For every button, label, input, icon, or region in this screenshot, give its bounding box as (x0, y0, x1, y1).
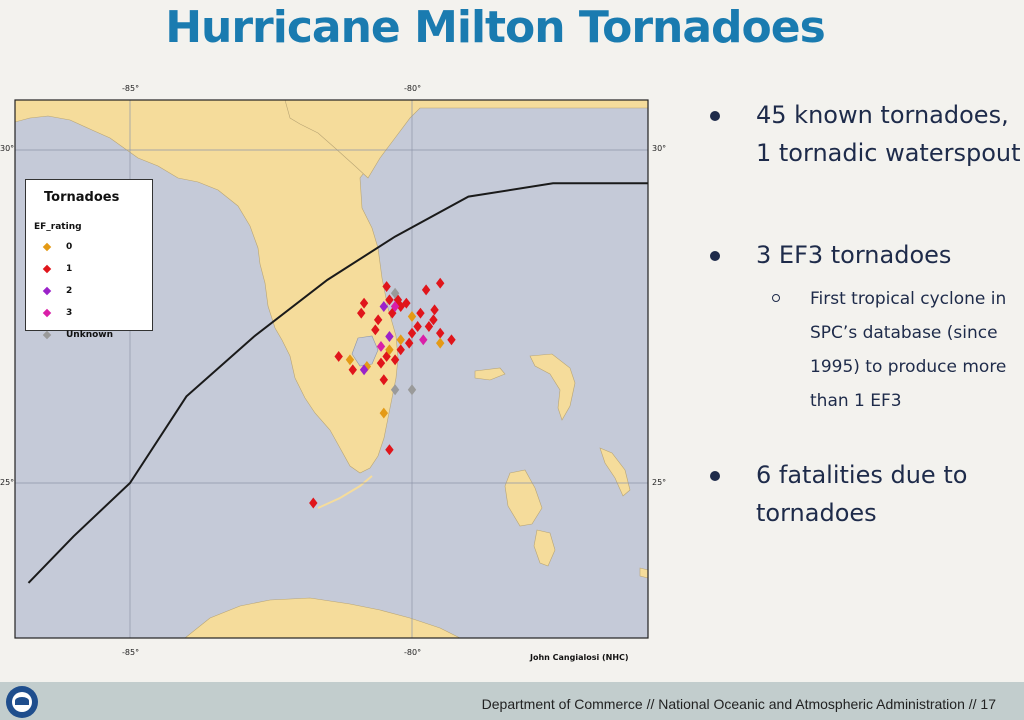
bullet-dot-icon (710, 111, 720, 121)
lon-tick-label: -80° (404, 84, 422, 93)
tornado-marker (334, 351, 343, 362)
tornado-marker (390, 384, 400, 396)
sub-bullet-ring-icon (772, 294, 780, 302)
bahamas-island (474, 367, 506, 381)
diamond-icon (42, 308, 52, 318)
map-frame (14, 99, 649, 639)
legend-title: Tornadoes (44, 190, 120, 205)
tornado-marker (376, 341, 386, 352)
slide-footer: Department of Commerce // National Ocean… (0, 682, 1024, 720)
tornado-marker (436, 277, 445, 289)
diamond-icon (42, 264, 52, 274)
bahamas-island (533, 529, 556, 567)
tornado-marker (407, 384, 417, 396)
diamond-icon (42, 286, 52, 296)
bullet-line: 3 EF3 tornadoes (756, 241, 952, 269)
bullet-line: 1 tornadic waterspout (756, 139, 1021, 167)
tornado-marker (379, 407, 388, 419)
lake-okeechobee (351, 335, 379, 367)
bullet-line: 45 known tornadoes, (756, 101, 1009, 129)
map-canvas (14, 99, 649, 639)
tornado-marker (390, 287, 400, 299)
tornado-marker (348, 364, 357, 376)
tornado-marker (359, 364, 369, 376)
bullet-dot-icon (710, 251, 720, 261)
sub-bullet-line: First tropical cyclone in (810, 289, 1007, 309)
noaa-logo-icon (6, 686, 38, 718)
legend-subtitle: EF_rating (34, 222, 82, 232)
florida-keys (317, 475, 373, 509)
tornado-marker (421, 284, 431, 296)
bahamas-island (639, 567, 648, 579)
tornado-marker (385, 344, 394, 356)
sub-bullet-line: 1995) to produce more (810, 357, 1007, 377)
tornado-marker (447, 334, 456, 346)
tornado-marker (419, 334, 428, 346)
tornado-marker (390, 354, 400, 366)
sub-bullet-line: SPC’s database (since (810, 323, 998, 343)
bahamas-island (504, 469, 543, 527)
tornado-marker (396, 344, 405, 356)
tornado-marker (359, 297, 369, 309)
tornado-map: -85° -80° -85° -80° 30° 30° 25° 25° John… (0, 78, 680, 678)
tornado-marker (385, 444, 394, 456)
lat-tick-label: 30° (652, 144, 667, 153)
tornado-marker (309, 497, 318, 509)
bullet-dot-icon (710, 471, 720, 481)
map-legend: Tornadoes EF_rating 0 1 2 3 Unknown (25, 179, 153, 340)
tornado-marker (436, 337, 445, 349)
bahamas-island (529, 353, 576, 421)
tornado-marker (424, 321, 434, 332)
cuba-landmass (184, 597, 461, 638)
lon-tick-label: -85° (122, 84, 140, 93)
tornado-marker (371, 324, 380, 336)
tornado-marker (404, 337, 414, 349)
tornado-marker (345, 354, 355, 366)
bullet-line: 6 fatalities due to (756, 461, 968, 489)
tornado-marker (379, 374, 388, 386)
bahamas-island (599, 447, 631, 497)
map-credit: John Cangialosi (NHC) (530, 653, 629, 662)
tornado-marker (413, 321, 422, 332)
lon-tick-label: -85° (122, 648, 140, 657)
footer-text: Department of Commerce // National Ocean… (481, 696, 996, 712)
tornado-marker (390, 301, 400, 312)
lat-tick-label: 25° (652, 478, 667, 487)
lon-tick-label: -80° (404, 648, 422, 657)
hurricane-track (27, 182, 648, 584)
lat-tick-label: 25° (0, 478, 15, 487)
lat-tick-label: 30° (0, 144, 15, 153)
slide-title: Hurricane Milton Tornadoes (165, 2, 826, 53)
sub-bullet-line: than 1 EF3 (810, 391, 902, 411)
tornado-marker (379, 301, 388, 312)
georgia-landmass (284, 100, 648, 179)
tornado-marker (396, 334, 405, 346)
tornado-marker (376, 357, 386, 369)
diamond-icon (42, 242, 52, 252)
tornado-marker (407, 311, 417, 322)
bullet-line: tornadoes (756, 499, 877, 527)
tornado-markers (309, 277, 456, 509)
